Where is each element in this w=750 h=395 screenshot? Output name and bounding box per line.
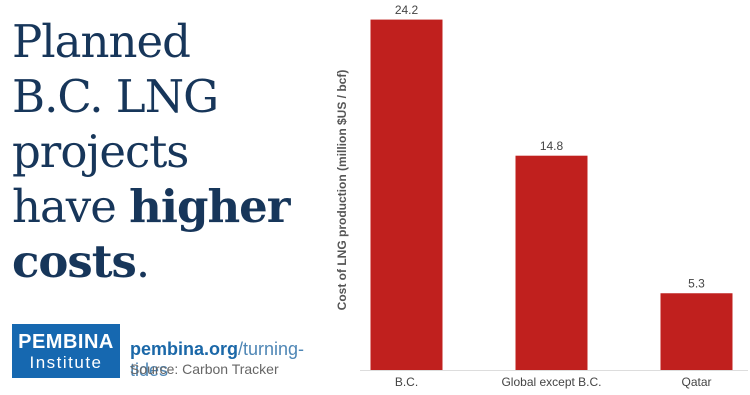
x-tick-label: B.C. (395, 375, 418, 389)
logo[interactable]: PEMBINA Institute (12, 324, 120, 378)
link-path: /turning-tides (130, 339, 305, 380)
value-label: 14.8 (540, 139, 564, 153)
link[interactable]: pembina.org/turning-tides (130, 339, 330, 381)
y-axis-label: Cost of LNG production (million $US / bc… (335, 70, 349, 311)
value-label: 5.3 (688, 276, 705, 290)
headline-line: . (135, 235, 150, 288)
x-tick-label: Global except B.C. (501, 375, 601, 389)
link-domain: pembina.org (130, 339, 239, 359)
bar (660, 293, 733, 370)
headline: Planned B.C. LNG projects have higher co… (12, 14, 291, 289)
text-panel: Planned B.C. LNG projects have higher co… (0, 0, 330, 395)
headline-line: projects (12, 125, 189, 178)
headline-line: Planned (12, 15, 191, 68)
value-label: 24.2 (395, 3, 419, 17)
bar (515, 155, 588, 370)
headline-bold: higher (129, 180, 290, 233)
headline-bold: costs (12, 235, 137, 288)
logo-text: Institute (29, 353, 103, 372)
x-tick-label: Qatar (681, 375, 711, 389)
bar (370, 19, 443, 371)
headline-line: have (12, 180, 130, 233)
logo-text: PEMBINA (18, 331, 114, 353)
headline-line: B.C. LNG (12, 70, 219, 123)
source: Source: Carbon Tracker (130, 361, 279, 377)
